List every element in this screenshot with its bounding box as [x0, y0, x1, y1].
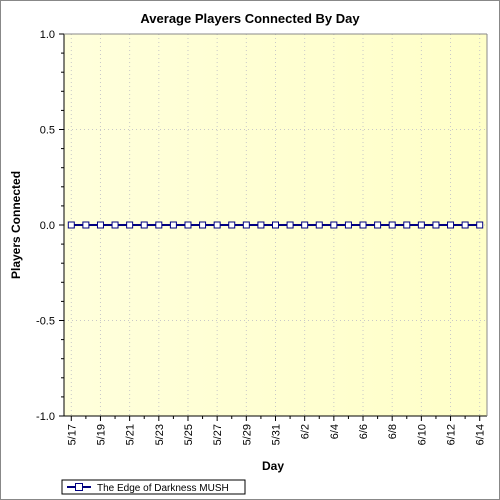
x-tick-label: 6/6 — [358, 424, 370, 439]
x-tick-label: 6/8 — [387, 424, 399, 439]
data-point — [242, 221, 250, 229]
x-tick-label: 5/17 — [66, 424, 78, 445]
chart-title: Average Players Connected By Day — [140, 11, 360, 26]
legend: The Edge of Darkness MUSH — [61, 479, 246, 495]
data-point — [403, 221, 411, 229]
y-axis-ticks: 1.0 0.5 0.0 -0.5 -1.0 — [36, 29, 64, 423]
data-point — [476, 221, 484, 229]
series-layer — [67, 221, 484, 229]
data-point — [96, 221, 104, 229]
data-point — [126, 221, 134, 229]
data-point — [432, 221, 440, 229]
data-point — [111, 221, 119, 229]
data-point — [315, 221, 323, 229]
x-axis-ticks: 5/17 5/19 5/21 5/23 5/25 5/27 5/29 5/31 6/2 6/4 6/… — [66, 416, 487, 445]
data-point — [140, 221, 148, 229]
data-point — [228, 221, 236, 229]
data-point — [199, 221, 207, 229]
y-tick-label: -0.5 — [36, 316, 55, 328]
x-tick-label: 5/23 — [154, 424, 166, 445]
legend-label: The Edge of Darkness MUSH — [97, 483, 229, 494]
data-point — [447, 221, 455, 229]
y-tick-label: -1.0 — [36, 411, 55, 423]
legend-box — [61, 479, 246, 495]
data-point — [388, 221, 396, 229]
y-tick-label: 0.0 — [40, 220, 55, 232]
y-tick-label: 1.0 — [40, 29, 55, 41]
data-point — [330, 221, 338, 229]
x-tick-label: 5/21 — [125, 424, 137, 445]
x-tick-label: 6/14 — [475, 424, 487, 445]
data-point — [301, 221, 309, 229]
x-tick-label: 6/2 — [300, 424, 312, 439]
data-point — [461, 221, 469, 229]
x-tick-label: 5/31 — [271, 424, 283, 445]
data-point — [272, 221, 279, 229]
x-tick-label: 5/27 — [212, 424, 224, 445]
data-point — [359, 221, 367, 229]
data-point — [286, 221, 294, 229]
data-point — [344, 221, 352, 229]
data-point — [82, 221, 90, 229]
x-axis-title: Day — [262, 459, 284, 473]
x-tick-label: 6/4 — [329, 424, 341, 439]
x-tick-label: 5/25 — [183, 424, 195, 445]
x-tick-label: 5/29 — [241, 424, 253, 445]
x-tick-label: 6/12 — [446, 424, 458, 445]
data-point — [169, 221, 177, 229]
data-point — [213, 221, 221, 229]
x-tick-label: 5/19 — [95, 424, 107, 445]
legend-swatch-marker — [75, 483, 83, 491]
data-point — [184, 221, 192, 229]
data-point — [417, 221, 425, 229]
data-point — [374, 221, 382, 229]
data-point — [67, 221, 75, 229]
x-tick-label: 6/10 — [416, 424, 428, 445]
y-axis-title: Players Connected — [9, 171, 23, 279]
data-point — [257, 221, 265, 229]
y-tick-label: 0.5 — [40, 125, 55, 137]
data-point — [155, 221, 163, 229]
